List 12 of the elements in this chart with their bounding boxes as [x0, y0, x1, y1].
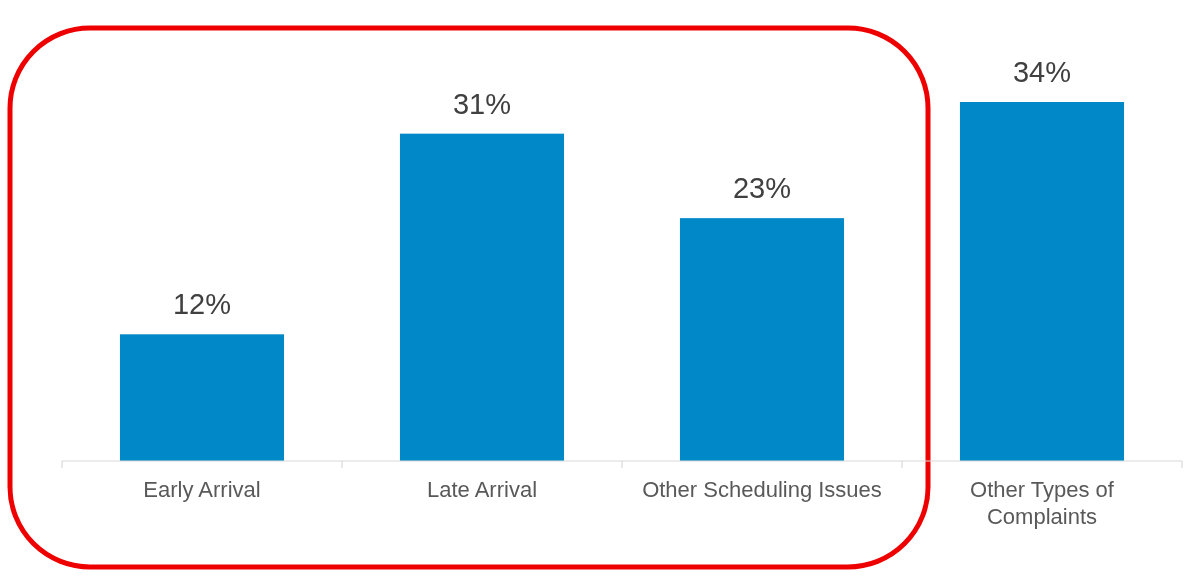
x-tick-label: Other Types of Complaints: [970, 477, 1115, 529]
data-label: 23%: [732, 172, 792, 205]
bar: [399, 133, 565, 461]
x-tick-label: Early Arrival: [143, 477, 261, 502]
bar: [959, 102, 1125, 461]
bar: [119, 334, 285, 461]
bar: [679, 218, 845, 461]
data-label: 34%: [1012, 56, 1072, 88]
data-label: 31%: [452, 87, 512, 120]
x-tick-label: Other Scheduling Issues: [642, 477, 882, 502]
data-label: 12%: [172, 288, 232, 321]
x-tick-label: Late Arrival: [426, 477, 538, 502]
